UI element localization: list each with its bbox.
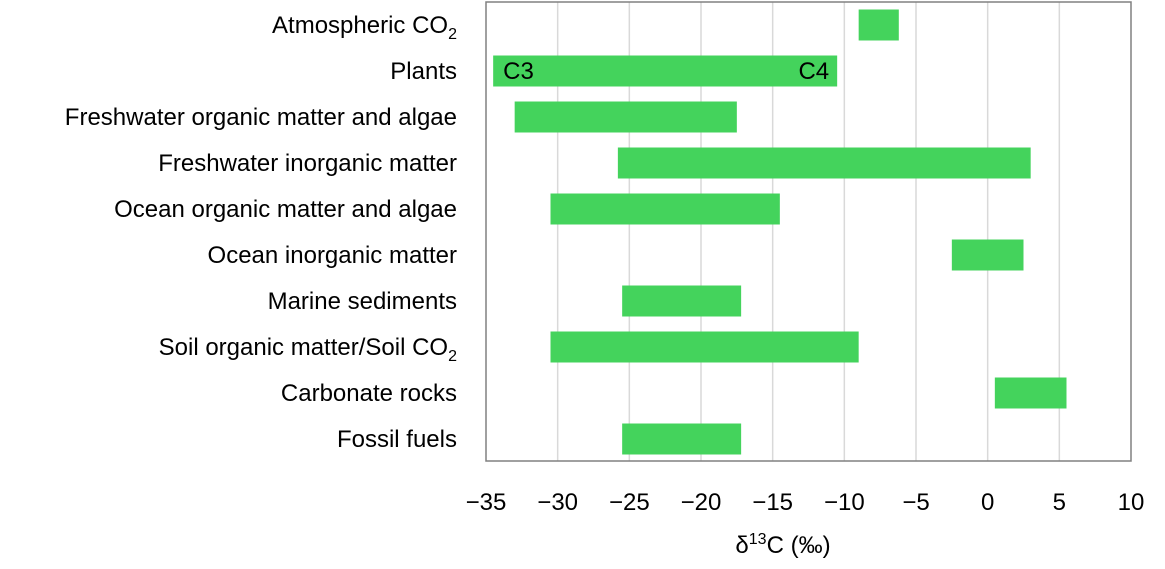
x-tick-label-6: −5 bbox=[902, 489, 929, 516]
category-label-7: Soil organic matter/Soil CO2 bbox=[159, 334, 457, 365]
plot-area-frame bbox=[485, 1, 1132, 462]
bar-8 bbox=[994, 377, 1067, 409]
annotation-c4: C4 bbox=[798, 58, 829, 85]
x-tick-label-3: −20 bbox=[681, 489, 722, 516]
bar-2 bbox=[514, 101, 737, 133]
x-tick-label-8: 5 bbox=[1053, 489, 1066, 516]
bar-4 bbox=[550, 193, 780, 225]
range-bars bbox=[493, 9, 1067, 455]
bar-6 bbox=[622, 285, 742, 317]
category-label-5: Ocean inorganic matter bbox=[208, 242, 457, 269]
category-labels: Atmospheric CO2 Plants Freshwater organic … bbox=[65, 12, 457, 453]
bar-annotations: C3 C4 bbox=[503, 58, 829, 85]
category-label-6: Marine sediments bbox=[268, 288, 457, 315]
x-tick-label-2: −25 bbox=[609, 489, 650, 516]
x-tick-label-5: −10 bbox=[824, 489, 865, 516]
x-tick-label-0: −35 bbox=[466, 489, 507, 516]
bar-5 bbox=[951, 239, 1024, 271]
category-label-9: Fossil fuels bbox=[337, 426, 457, 453]
category-label-4: Ocean organic matter and algae bbox=[114, 196, 457, 223]
x-tick-label-1: −30 bbox=[537, 489, 578, 516]
x-axis-title: δ13C (‰) bbox=[735, 531, 830, 559]
x-tick-label-7: 0 bbox=[981, 489, 994, 516]
annotation-c3: C3 bbox=[503, 58, 534, 85]
category-label-1: Plants bbox=[390, 58, 457, 85]
bar-0 bbox=[858, 9, 899, 41]
category-label-3: Freshwater inorganic matter bbox=[158, 150, 457, 177]
x-tick-labels: −35 −30 −25 −20 −15 −10 −5 0 5 10 bbox=[466, 489, 1145, 516]
category-label-8: Carbonate rocks bbox=[281, 380, 457, 407]
bar-7 bbox=[550, 331, 859, 363]
bar-9 bbox=[622, 423, 742, 455]
category-label-0: Atmospheric CO2 bbox=[272, 12, 457, 43]
bar-3 bbox=[617, 147, 1031, 179]
bar-1 bbox=[493, 55, 838, 87]
x-tick-label-4: −15 bbox=[752, 489, 793, 516]
category-label-2: Freshwater organic matter and algae bbox=[65, 104, 457, 131]
x-tick-label-9: 10 bbox=[1118, 489, 1145, 516]
